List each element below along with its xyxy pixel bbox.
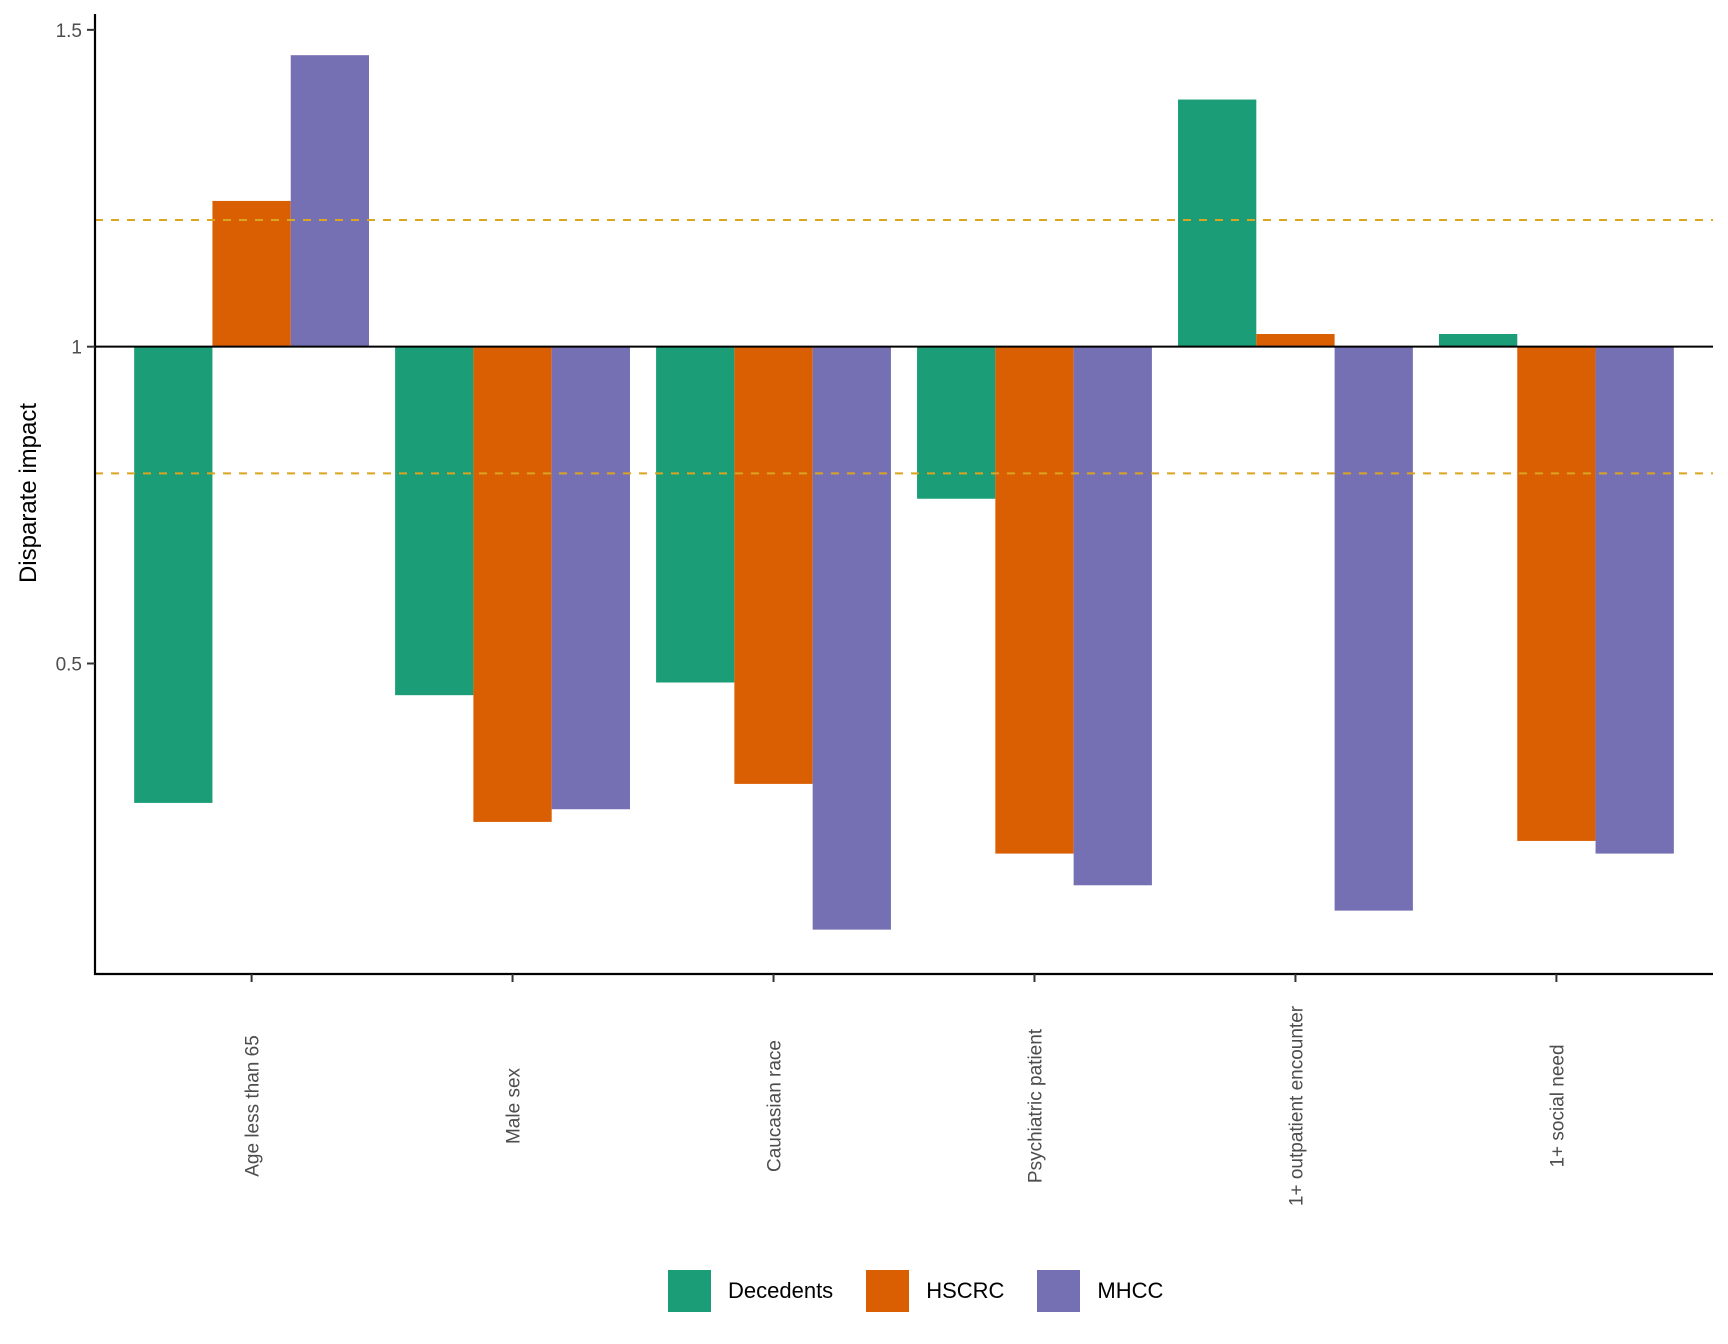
- bar-hscrc-1: [473, 346, 552, 822]
- legend-label: MHCC: [1097, 1278, 1164, 1303]
- bar-mhcc-2: [812, 346, 891, 930]
- bar-mhcc-4: [1334, 346, 1413, 911]
- bar-decedents-4: [1178, 99, 1257, 347]
- legend: Decedents HSCRC MHCC: [668, 1270, 1196, 1312]
- legend-swatch: [668, 1270, 711, 1312]
- legend-item-mhcc: MHCC: [1037, 1270, 1196, 1312]
- x-tick-label: Age less than 65: [243, 1035, 264, 1177]
- legend-swatch: [866, 1270, 910, 1312]
- reference-lines: [95, 218, 1713, 475]
- bar-hscrc-0: [212, 200, 291, 347]
- x-tick-label: Psychiatric patient: [1025, 1028, 1046, 1183]
- x-axis-ticks: Age less than 65 Male sex Caucasian race Ps…: [243, 974, 1568, 1206]
- bar-hscrc-5: [1517, 346, 1596, 841]
- y-tick-label: 1.5: [56, 21, 82, 42]
- x-tick-label: Male sex: [504, 1067, 525, 1144]
- legend-item-decedents: Decedents: [668, 1270, 866, 1312]
- bar-decedents-3: [917, 346, 996, 499]
- legend-swatch: [1037, 1270, 1081, 1312]
- legend-label: Decedents: [728, 1278, 834, 1303]
- bar-mhcc-0: [290, 55, 370, 347]
- bar-mhcc-3: [1073, 346, 1152, 886]
- bar-mhcc-5: [1595, 346, 1674, 854]
- y-axis-ticks: 0.5 1 1.5: [56, 21, 95, 676]
- x-tick-label: Caucasian race: [765, 1040, 786, 1172]
- y-axis-title: Disparate impact: [15, 403, 42, 583]
- bar-hscrc-4: [1256, 334, 1335, 347]
- bar-decedents-1: [395, 346, 474, 696]
- x-tick-label: 1+ social need: [1547, 1044, 1568, 1167]
- bar-hscrc-3: [995, 346, 1074, 854]
- bars-layer: [134, 55, 1674, 930]
- legend-item-hscrc: HSCRC: [866, 1270, 1037, 1312]
- bar-decedents-5: [1438, 334, 1518, 347]
- y-tick-label: 0.5: [56, 655, 82, 676]
- bar-decedents-2: [656, 346, 735, 683]
- bar-decedents-0: [134, 346, 213, 803]
- legend-label: HSCRC: [926, 1278, 1005, 1303]
- y-tick-label: 1: [71, 338, 82, 359]
- bar-hscrc-2: [734, 346, 813, 784]
- x-tick-label: 1+ outpatient encounter: [1286, 1005, 1307, 1206]
- bar-mhcc-1: [551, 346, 630, 810]
